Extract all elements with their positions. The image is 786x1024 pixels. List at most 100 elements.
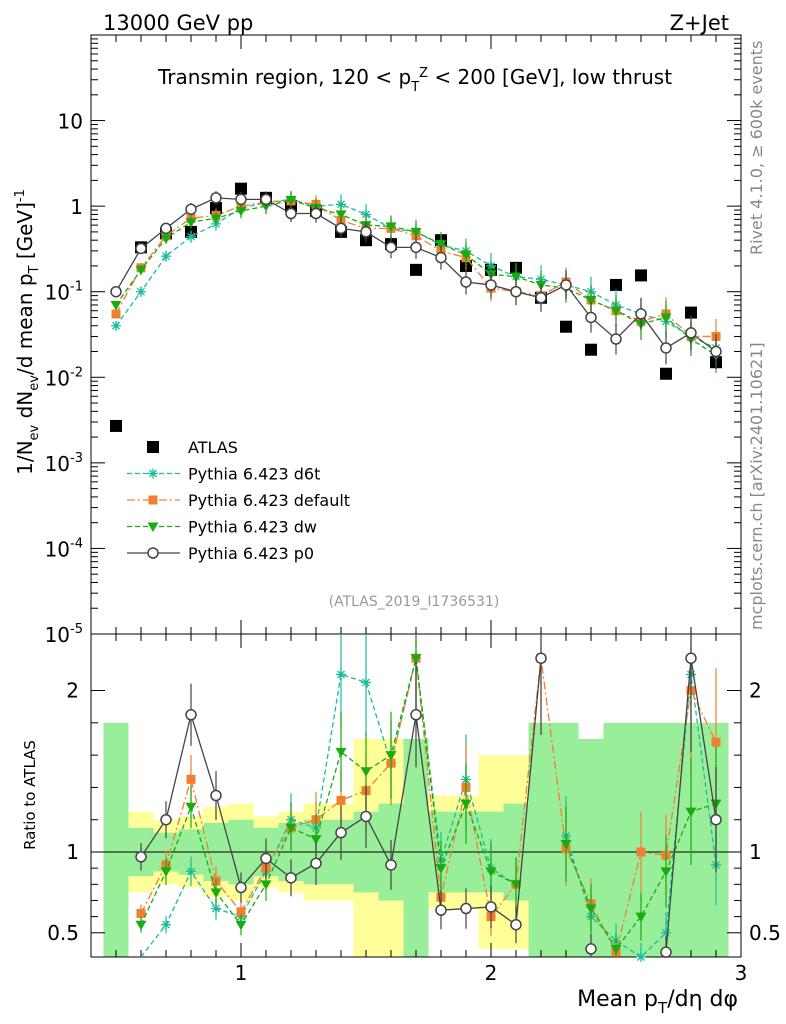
series-point bbox=[660, 313, 672, 323]
atlas-data-point bbox=[110, 419, 122, 432]
ratio-point bbox=[335, 826, 347, 839]
series-point bbox=[361, 209, 371, 220]
ratio-point bbox=[710, 813, 722, 826]
series-point bbox=[360, 226, 372, 238]
rivet-label: Rivet 4.1.0, ≥ 600k events bbox=[747, 41, 766, 255]
ratio-point bbox=[485, 901, 497, 913]
series-point bbox=[110, 300, 122, 311]
series-point bbox=[435, 251, 447, 264]
ratio-point bbox=[135, 851, 147, 863]
main-series-group bbox=[110, 182, 722, 432]
series-point bbox=[136, 286, 146, 297]
series-point bbox=[161, 251, 171, 262]
ratio-point bbox=[210, 888, 222, 898]
series-point bbox=[110, 285, 122, 298]
series-point bbox=[685, 327, 697, 339]
series-point bbox=[485, 279, 497, 291]
series-point bbox=[186, 231, 196, 242]
ratio-point bbox=[185, 709, 197, 721]
series-point bbox=[610, 306, 622, 317]
y-tick-label: 10-5 bbox=[45, 622, 83, 647]
ratio-point bbox=[360, 810, 372, 823]
ratio-point bbox=[685, 807, 697, 818]
ratio-point bbox=[260, 880, 272, 890]
series-point bbox=[210, 192, 222, 204]
series-point bbox=[585, 296, 597, 306]
series-point bbox=[710, 345, 722, 358]
series-point bbox=[410, 241, 422, 254]
ratio-point bbox=[210, 789, 222, 802]
ratio-point bbox=[460, 902, 472, 915]
ratio-point bbox=[510, 918, 522, 931]
ratio-point bbox=[585, 904, 597, 915]
energy-label: 13000 GeV pp bbox=[103, 11, 253, 35]
band-inner-bin bbox=[403, 738, 429, 957]
ratio-point bbox=[685, 652, 697, 664]
ratio-point bbox=[635, 912, 647, 923]
legend-marker bbox=[148, 468, 158, 479]
ratio-point bbox=[610, 944, 622, 955]
ratio-point bbox=[135, 920, 147, 931]
series-point bbox=[185, 203, 197, 215]
ratio-point bbox=[485, 867, 497, 877]
series-point bbox=[435, 240, 447, 250]
series-point bbox=[310, 207, 322, 220]
ratio-point bbox=[310, 835, 322, 845]
ratio-point bbox=[161, 919, 171, 930]
ratio-point bbox=[636, 952, 646, 962]
series-point bbox=[460, 250, 472, 261]
ratio-point bbox=[361, 677, 371, 688]
series-point bbox=[135, 242, 147, 255]
x-tick-label: 3 bbox=[735, 961, 748, 985]
ratio-point bbox=[535, 652, 547, 664]
ratio-point bbox=[160, 867, 172, 877]
series-point bbox=[235, 193, 247, 206]
ratio-point bbox=[185, 802, 197, 813]
ratio-point bbox=[636, 847, 646, 857]
y-tick-label: 10-3 bbox=[45, 451, 83, 476]
ratio-point bbox=[560, 839, 572, 850]
x-axis-label: Mean pT/dη dφ bbox=[577, 987, 738, 1017]
series-point bbox=[135, 265, 147, 276]
series-point bbox=[260, 193, 272, 206]
ratio-y-tick-label: 1 bbox=[749, 840, 762, 864]
ratio-point bbox=[661, 927, 671, 938]
ratio-point bbox=[211, 903, 221, 914]
ratio-y-tick-label: 1 bbox=[66, 840, 79, 864]
series-point bbox=[111, 309, 121, 319]
ratio-point bbox=[510, 880, 522, 890]
atlas-data-point bbox=[560, 320, 572, 333]
series-point bbox=[210, 214, 222, 224]
ratio-series-group bbox=[135, 634, 722, 962]
ratio-point bbox=[285, 823, 297, 834]
atlas-data-point bbox=[585, 343, 597, 356]
ratio-point bbox=[186, 866, 196, 877]
ratio-point bbox=[585, 943, 597, 955]
legend-label: Pythia 6.423 default bbox=[188, 491, 350, 510]
plot-title: Transmin region, 120 < pTZ < 200 [GeV], … bbox=[157, 65, 672, 95]
series-point bbox=[335, 210, 347, 220]
process-label: Z+Jet bbox=[670, 11, 729, 35]
ratio-point bbox=[335, 747, 347, 758]
series-point bbox=[535, 292, 547, 304]
ratio-point bbox=[235, 920, 247, 931]
ratio-y-tick-label: 2 bbox=[66, 679, 79, 703]
legend-marker bbox=[147, 522, 159, 532]
ratio-point bbox=[660, 867, 672, 877]
ratio-series-line bbox=[140, 658, 517, 958]
main-axes: 10-5 10-4 10-3 10-2 10-1 1 10 bbox=[45, 34, 742, 647]
band-inner-bin bbox=[528, 722, 554, 957]
y-tick-label: 10-1 bbox=[45, 280, 83, 305]
ratio-series-line bbox=[140, 658, 717, 954]
ratio-point bbox=[660, 946, 672, 958]
atlas-data-point bbox=[610, 278, 622, 291]
series-point bbox=[160, 234, 172, 244]
ratio-point bbox=[336, 795, 346, 805]
legend-label: ATLAS bbox=[188, 438, 238, 457]
series-point bbox=[510, 272, 522, 283]
y-tick-label: 10 bbox=[58, 110, 83, 134]
series-point bbox=[385, 241, 397, 254]
ratio-y-tick-label: 2 bbox=[749, 679, 762, 703]
legend-label: Pythia 6.423 p0 bbox=[188, 544, 314, 563]
